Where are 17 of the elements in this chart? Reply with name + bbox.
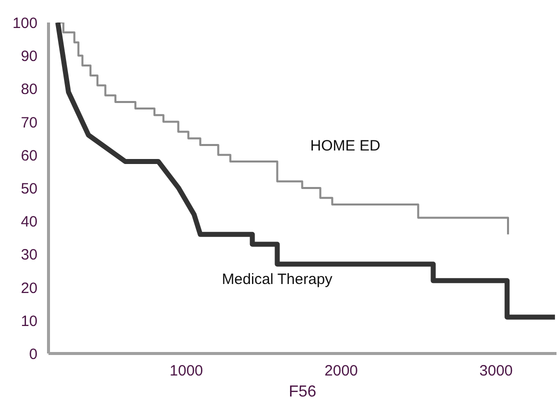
- y-tick-label: 70: [20, 114, 38, 132]
- y-tick-label: 10: [20, 312, 38, 330]
- y-tick-label: 60: [20, 147, 38, 164]
- y-tick-label: 100: [12, 15, 38, 32]
- x-axis-title: F56: [288, 384, 316, 400]
- y-tick-label: 80: [20, 81, 38, 98]
- series-label: HOME ED: [310, 137, 380, 154]
- x-tick-label: 2000: [324, 362, 358, 380]
- y-tick-label: 50: [20, 180, 38, 198]
- y-tick-label: 0: [29, 346, 38, 363]
- y-tick-label: 40: [20, 214, 38, 231]
- x-tick-label: 3000: [479, 362, 513, 380]
- x-tick-label: 1000: [170, 362, 204, 380]
- y-tick-label: 30: [20, 246, 38, 264]
- y-tick-label: 20: [20, 280, 38, 297]
- y-tick-label: 90: [20, 48, 38, 66]
- series-label: Medical Therapy: [222, 270, 333, 288]
